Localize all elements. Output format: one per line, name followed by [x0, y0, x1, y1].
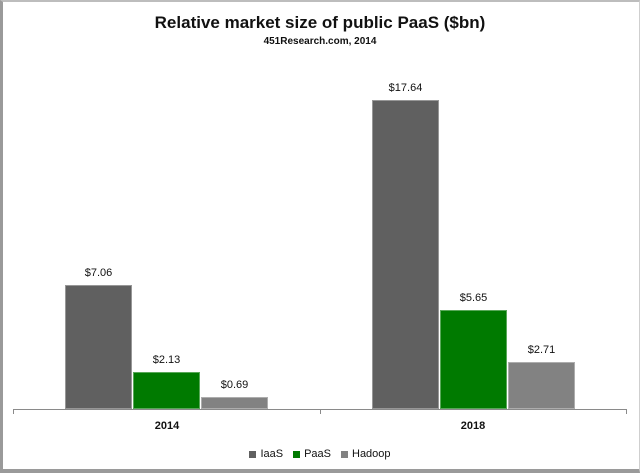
legend-swatch-hadoop	[341, 450, 348, 458]
bar-paas-2014	[133, 372, 200, 409]
x-axis-tick	[626, 409, 627, 414]
bar-iaas-2014	[65, 285, 132, 409]
bar-iaas-2018	[372, 100, 439, 409]
bar-paas-2018	[440, 310, 507, 409]
x-category-label: 2018	[460, 420, 486, 432]
bar-hadoop-2018	[508, 362, 575, 409]
legend-swatch-paas	[293, 450, 301, 458]
x-axis-tick	[13, 409, 14, 414]
chart-title: Relative market size of public PaaS ($bn…	[154, 13, 486, 32]
data-label: $5.65	[459, 292, 488, 304]
legend-label: IaaS	[260, 448, 284, 460]
legend-item-hadoop: Hadoop	[341, 448, 391, 460]
x-axis-tick	[320, 409, 321, 414]
data-label: $2.71	[527, 344, 556, 356]
legend-label: PaaS	[304, 448, 331, 460]
chart-subtitle: 451Research.com, 2014	[263, 36, 377, 47]
legend-swatch-iaas	[249, 450, 257, 458]
legend-item-iaas: IaaS	[249, 448, 283, 460]
x-category-label: 2014	[154, 420, 180, 432]
legend-item-paas: PaaS	[293, 448, 331, 460]
legend-label: Hadoop	[352, 448, 391, 460]
bar-hadoop-2014	[201, 397, 268, 409]
data-label: $17.64	[388, 82, 423, 94]
legend: IaaS PaaS Hadoop	[0, 448, 640, 460]
data-label: $7.06	[84, 267, 113, 279]
data-label: $2.13	[152, 354, 181, 366]
data-label: $0.69	[220, 379, 249, 391]
